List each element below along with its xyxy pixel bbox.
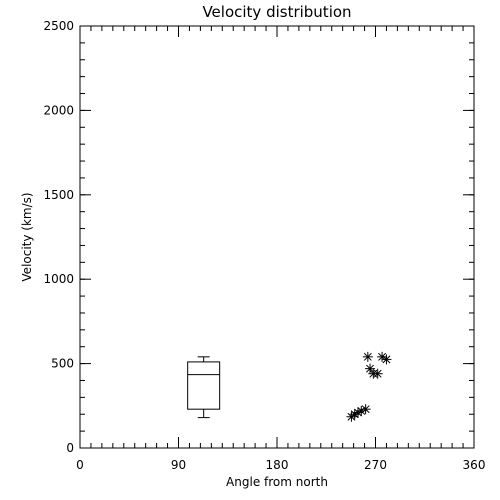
x-axis-label: Angle from north bbox=[226, 475, 328, 489]
x-tick-label: 180 bbox=[266, 458, 289, 472]
plot-frame bbox=[79, 25, 475, 449]
boxplot bbox=[187, 356, 221, 419]
data-point-stroke bbox=[361, 405, 370, 414]
data-point bbox=[377, 351, 388, 362]
data-point bbox=[356, 405, 367, 416]
y-tick-label: 0 bbox=[66, 441, 74, 455]
x-tick-label: 90 bbox=[171, 458, 186, 472]
data-point-stroke bbox=[382, 355, 391, 364]
data-point bbox=[362, 351, 373, 362]
x-tick-label: 270 bbox=[364, 458, 387, 472]
data-point bbox=[360, 404, 371, 415]
y-tick-label: 1000 bbox=[43, 272, 74, 286]
x-tick-label: 360 bbox=[463, 458, 486, 472]
data-point-stroke bbox=[357, 406, 366, 415]
boxplot-box bbox=[187, 361, 221, 410]
data-point bbox=[372, 368, 383, 379]
data-points bbox=[346, 351, 392, 422]
tick-labels: 0 90 180 270 360 0 500 1000 1500 2000 2500 bbox=[43, 19, 485, 472]
y-tick-label: 500 bbox=[51, 357, 74, 371]
data-point-stroke bbox=[378, 352, 387, 361]
y-tick-label: 1500 bbox=[43, 188, 74, 202]
data-point bbox=[381, 354, 392, 365]
chart-title: Velocity distribution bbox=[202, 3, 351, 21]
x-tick-label: 0 bbox=[76, 458, 84, 472]
y-tick-label: 2500 bbox=[43, 19, 74, 33]
axis-ticks bbox=[79, 25, 475, 449]
data-point-stroke bbox=[363, 352, 372, 361]
data-point-stroke bbox=[373, 369, 382, 378]
data-point bbox=[365, 363, 376, 374]
data-point-stroke bbox=[366, 364, 374, 373]
y-tick-label: 2000 bbox=[43, 103, 74, 117]
y-axis-label: Velocity (km/s) bbox=[20, 192, 34, 281]
